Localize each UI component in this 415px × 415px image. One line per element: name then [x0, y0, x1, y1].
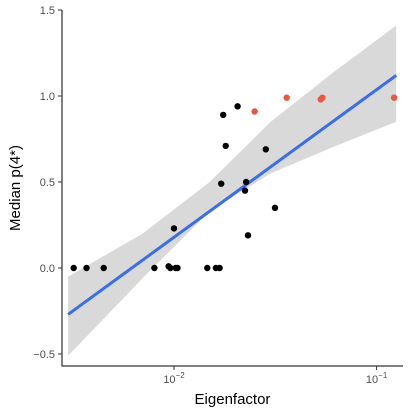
data-point: [204, 264, 211, 272]
data-point: [319, 94, 326, 101]
data-point: [242, 178, 250, 186]
x-tick-label: 10−2: [163, 371, 185, 386]
data-point: [100, 264, 107, 272]
data-point: [167, 264, 174, 272]
data-point: [262, 146, 269, 153]
y-tick-label: 0.0: [40, 263, 55, 275]
fit-line: [67, 74, 398, 316]
data-point: [70, 264, 77, 272]
data-points-layer: [70, 94, 398, 272]
data-point: [251, 108, 258, 115]
data-point: [271, 204, 279, 211]
data-point: [83, 264, 90, 272]
data-point: [218, 180, 225, 187]
x-tick-label: 10−1: [366, 371, 388, 386]
y-tick-label: 1.5: [40, 5, 55, 17]
data-point: [222, 142, 229, 150]
data-point: [220, 111, 227, 119]
data-point: [244, 232, 252, 239]
fit-line-layer: [67, 74, 398, 316]
y-tick-label: −0.5: [33, 349, 55, 361]
data-point: [174, 264, 181, 272]
data-point: [234, 103, 241, 110]
data-point: [283, 94, 290, 101]
y-axis-title: Median p(4*): [7, 145, 24, 231]
data-point: [170, 225, 178, 232]
data-point: [241, 187, 249, 194]
confidence-band: [68, 25, 397, 356]
axes-layer: −0.5 0.0 0.5 1.0 1.5 10−2 10−1: [33, 5, 403, 386]
x-axis-title: Eigenfactor: [195, 391, 271, 408]
data-point: [390, 94, 398, 101]
data-point: [216, 264, 223, 272]
y-tick-label: 1.0: [40, 91, 55, 103]
y-tick-label: 0.5: [40, 177, 55, 189]
data-point: [151, 264, 158, 272]
confidence-band-layer: [68, 25, 397, 356]
